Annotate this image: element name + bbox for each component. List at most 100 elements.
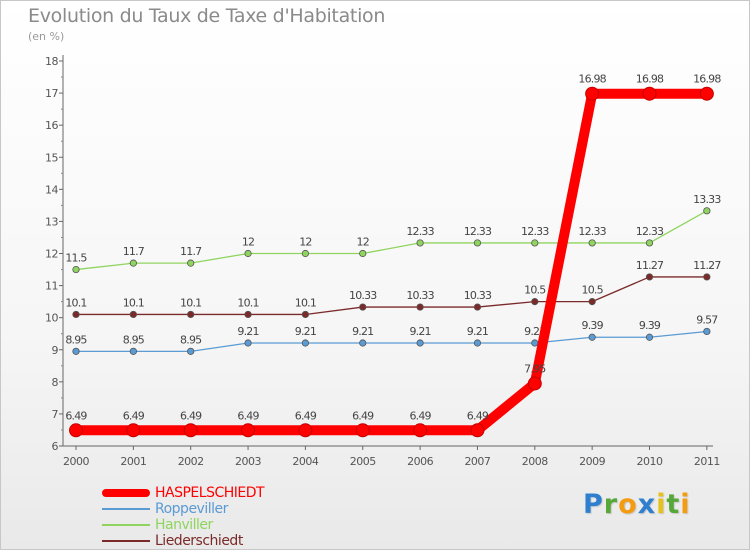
logo-letter: r (603, 489, 619, 520)
y-tick-label: 18 (45, 55, 58, 68)
data-point (531, 339, 539, 347)
x-tick-label: 2008 (522, 455, 548, 468)
data-label: 6.49 (123, 409, 145, 422)
x-tick-label: 2011 (694, 455, 720, 468)
data-label: 10.33 (406, 289, 434, 302)
y-tick-label: 13 (45, 215, 58, 228)
data-label: 9.57 (696, 313, 718, 326)
data-label: 16.98 (693, 73, 721, 86)
data-label: 12.33 (521, 225, 549, 238)
chart-title: Evolution du Taux de Taxe d'Habitation (28, 5, 386, 27)
legend-label: Roppeviller (155, 501, 228, 517)
legend-swatch (102, 540, 150, 542)
data-point (72, 265, 80, 274)
x-tick-label: 2010 (637, 455, 663, 468)
data-label: 9.21 (352, 325, 373, 338)
data-point (126, 423, 141, 438)
x-tick-label: 2003 (235, 455, 261, 468)
data-point (241, 423, 256, 438)
y-tick-label: 9 (52, 344, 59, 357)
data-label: 6.49 (352, 409, 374, 422)
series-line-roppeviller (75, 330, 708, 353)
series-line-hanviller (75, 210, 708, 271)
y-tick-label: 8 (52, 376, 59, 389)
data-point (473, 339, 482, 347)
chart-subtitle: (en %) (28, 30, 65, 43)
data-label: 6.49 (65, 409, 87, 422)
data-point (531, 298, 539, 306)
data-label: 8.95 (65, 333, 87, 346)
data-label: 16.98 (636, 73, 664, 86)
data-point (187, 347, 195, 355)
data-point (588, 298, 596, 306)
data-point (527, 376, 542, 391)
data-label: 10.33 (464, 289, 492, 302)
data-point (645, 273, 654, 281)
data-point (470, 423, 485, 438)
data-label: 10.1 (237, 296, 258, 309)
data-label: 12 (299, 236, 311, 249)
data-label: 9.39 (639, 319, 661, 332)
x-tick-label: 2007 (464, 455, 490, 468)
legend-label: Hanviller (155, 517, 213, 533)
data-label: 11.27 (636, 259, 664, 272)
data-point (703, 273, 711, 281)
data-label: 10.33 (349, 289, 377, 302)
data-label: 16.98 (578, 73, 606, 86)
data-point (645, 333, 654, 341)
data-point (298, 423, 313, 438)
data-point (473, 239, 482, 247)
y-tick-label: 12 (45, 248, 58, 261)
data-point (244, 339, 252, 347)
data-label: 8.95 (180, 333, 202, 346)
data-point (72, 347, 80, 355)
y-tick-label: 14 (45, 183, 58, 196)
proxiti-logo: Proxiti (583, 489, 691, 520)
data-point (585, 86, 600, 101)
data-label: 9.21 (237, 325, 258, 338)
legend-label: Liederschiedt (155, 533, 243, 549)
x-tick-label: 2005 (350, 455, 376, 468)
data-point (416, 239, 424, 247)
data-point (359, 303, 367, 311)
y-tick-label: 7 (52, 408, 59, 421)
data-label: 9.21 (295, 325, 316, 338)
logo-letter: i (656, 489, 667, 520)
data-label: 11.7 (123, 245, 145, 258)
data-point (359, 339, 367, 347)
series-line-liederschiedt (75, 276, 708, 316)
data-point (301, 310, 309, 319)
data-point (703, 207, 711, 215)
y-tick-label: 11 (45, 280, 58, 293)
data-point (129, 310, 137, 319)
data-label: 13.33 (693, 193, 721, 206)
x-tick-label: 2002 (178, 455, 204, 468)
x-tick-label: 2006 (407, 455, 433, 468)
data-point (531, 239, 539, 247)
data-label: 12.33 (464, 225, 492, 238)
logo-letter: i (680, 489, 691, 520)
data-label: 6.49 (237, 409, 259, 422)
data-point (473, 303, 482, 311)
legend-swatch (102, 508, 150, 510)
data-label: 9.21 (467, 325, 488, 338)
series-line-haspelschiedt (71, 88, 712, 436)
data-label: 9.21 (409, 325, 430, 338)
data-label: 8.95 (123, 333, 145, 346)
data-label: 6.49 (295, 409, 317, 422)
data-label: 6.49 (409, 409, 431, 422)
data-label: 12 (242, 236, 254, 249)
data-label: 12.33 (636, 225, 664, 238)
data-point (183, 423, 198, 438)
x-tick-label: 2001 (120, 455, 146, 468)
data-point (301, 339, 309, 347)
data-point (642, 86, 657, 101)
logo-letter: x (637, 489, 657, 520)
data-label: 6.49 (180, 409, 202, 422)
legend-swatch (102, 489, 150, 497)
y-tick-label: 15 (45, 151, 58, 164)
data-point (72, 310, 80, 319)
data-label: 10.5 (582, 284, 604, 297)
